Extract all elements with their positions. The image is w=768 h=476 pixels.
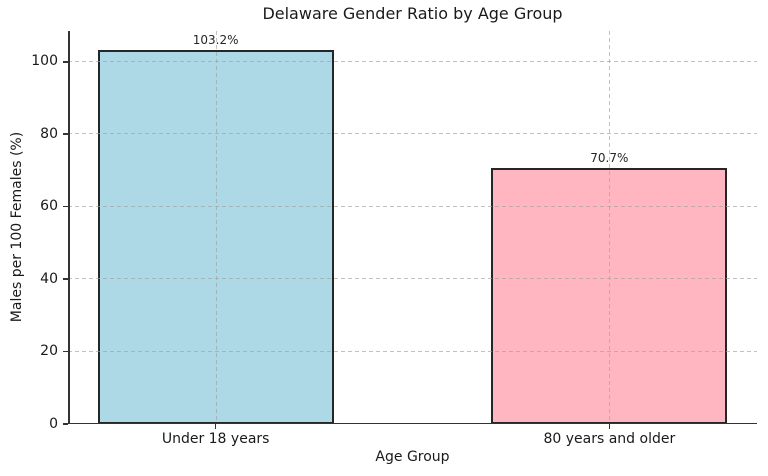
horizontal-gridline — [68, 60, 757, 62]
x-axis-spine — [68, 422, 757, 424]
plot-area: 0 20 40 60 80 100 103.2% Under 18 years 70.7% 80 … — [31, 31, 757, 447]
y-axis-spine — [68, 31, 70, 424]
y-tick-mark — [63, 133, 68, 135]
y-tick-label: 40 — [40, 270, 58, 287]
bar-value-label: 103.2% — [192, 33, 239, 48]
bar — [97, 50, 334, 424]
horizontal-gridline — [68, 205, 757, 207]
y-axis-label: Males per 100 Females (%) — [9, 131, 25, 323]
y-tick-label: 20 — [40, 343, 58, 360]
y-tick-mark — [63, 61, 68, 63]
y-tick-label: 100 — [31, 53, 58, 70]
chart-title: Delaware Gender Ratio by Age Group — [262, 4, 563, 23]
horizontal-gridline — [68, 350, 757, 352]
y-tick-label: 80 — [40, 125, 58, 142]
x-axis-label: Age Group — [375, 449, 450, 465]
vertical-gridline — [215, 31, 217, 424]
y-tick-mark — [63, 423, 68, 425]
y-tick-mark — [63, 205, 68, 208]
x-tick-mark — [608, 424, 611, 429]
y-tick-label: 60 — [40, 198, 58, 215]
y-tick-mark — [63, 278, 68, 280]
bar-value-label: 70.7% — [590, 150, 629, 165]
x-tick-mark — [214, 424, 217, 429]
y-tick-mark — [63, 350, 68, 353]
horizontal-gridline — [68, 278, 757, 280]
x-tick-label: Under 18 years — [161, 431, 270, 447]
vertical-gridline — [609, 31, 611, 424]
y-tick-label: 0 — [49, 415, 58, 432]
x-tick-label: 80 years and older — [543, 431, 676, 447]
horizontal-gridline — [68, 133, 757, 135]
